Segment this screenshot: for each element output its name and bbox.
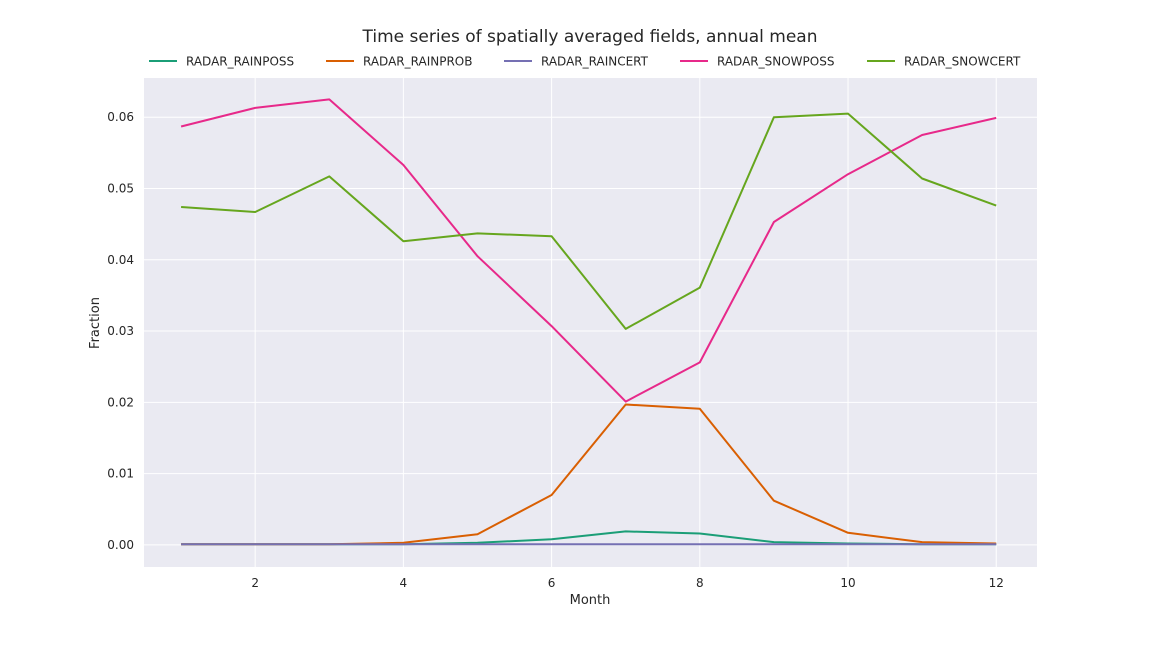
x-tick-label: 10 — [840, 576, 855, 590]
y-tick-label: 0.04 — [107, 253, 134, 267]
x-tick-label: 6 — [548, 576, 556, 590]
legend-item: RADAR_RAINPROB — [326, 55, 472, 69]
chart-title: Time series of spatially averaged fields… — [362, 27, 818, 47]
series-line-radar-snowcert — [181, 112, 997, 330]
legend-item: RADAR_RAINCERT — [504, 55, 649, 69]
x-axis-label: Month — [570, 593, 611, 608]
x-tick-label: 4 — [400, 576, 408, 590]
y-axis: 0.00 0.01 0.02 0.03 0.04 0.05 0.06 — [107, 110, 134, 552]
x-axis: 2 4 6 8 10 12 — [251, 576, 1004, 590]
legend-label: RADAR_RAINCERT — [541, 55, 649, 69]
legend: RADAR_RAINPOSS RADAR_RAINPROB RADAR_RAINCE… — [149, 55, 1021, 69]
legend-item: RADAR_SNOWPOSS — [680, 55, 834, 69]
y-tick-label: 0.06 — [107, 110, 134, 124]
x-tick-label: 8 — [696, 576, 704, 590]
legend-label: RADAR_SNOWCERT — [904, 55, 1021, 69]
y-tick-label: 0.05 — [107, 181, 134, 195]
legend-item: RADAR_SNOWCERT — [867, 55, 1021, 69]
legend-item: RADAR_RAINPOSS — [149, 55, 294, 69]
y-tick-label: 0.02 — [107, 395, 134, 409]
legend-label: RADAR_RAINPROB — [363, 55, 472, 69]
y-tick-label: 0.00 — [107, 538, 134, 552]
x-tick-label: 2 — [251, 576, 259, 590]
series-lines — [180, 98, 997, 546]
x-tick-label: 12 — [989, 576, 1004, 590]
y-axis-label: Fraction — [88, 297, 103, 349]
y-tick-label: 0.03 — [107, 324, 134, 338]
plot-area — [144, 78, 1037, 567]
legend-label: RADAR_SNOWPOSS — [717, 55, 834, 69]
y-tick-label: 0.01 — [107, 467, 134, 481]
legend-label: RADAR_RAINPOSS — [186, 55, 294, 69]
series-line-radar-snowposs — [180, 98, 997, 403]
